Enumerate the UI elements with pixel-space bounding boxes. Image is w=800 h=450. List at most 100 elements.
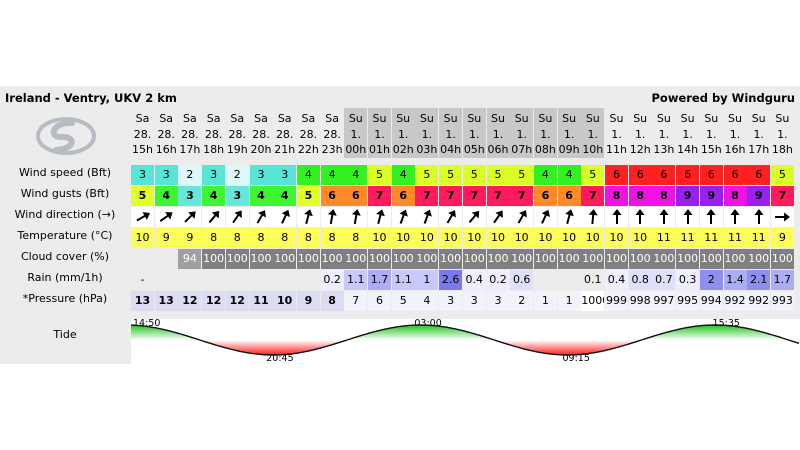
rain-cell: 0.4 (605, 270, 628, 290)
pressure-cell: 13 (154, 291, 178, 311)
wind-direction-arrow-icon (273, 207, 297, 227)
pressure-cell: 994 (699, 291, 723, 311)
rain-cell: 1.4 (723, 270, 747, 290)
wind-gusts-cell: 6 (557, 186, 581, 206)
temperature-cell: 10 (628, 228, 652, 248)
wind-gusts-cell: 6 (320, 186, 344, 206)
high-tide-time: 03:00 (414, 318, 442, 329)
header-day: Su (656, 112, 671, 125)
temperature-cell: 10 (486, 228, 510, 248)
temperature-cell: 10 (462, 228, 486, 248)
header-date: 1. (611, 127, 622, 141)
wind-speed-cell: 4 (391, 165, 415, 185)
low-tide-time: 09:15 (562, 353, 590, 364)
wind-speed-cell: 4 (320, 165, 344, 185)
header-hour: 00h (345, 143, 367, 156)
column-header: Su 1. 12h (629, 108, 652, 158)
pressure-cell: 2 (510, 291, 534, 311)
wind-speed-cell: 4 (557, 165, 581, 185)
wind-gusts-cell: 8 (723, 186, 747, 206)
wind-direction-arrow-icon (533, 207, 557, 227)
rain-cell (558, 270, 581, 290)
rain-cell (534, 270, 557, 290)
pressure-cell: 992 (723, 291, 747, 311)
pressure-cell: 8 (320, 291, 344, 311)
header-hour: 15h (132, 143, 153, 156)
wind-direction-arrow-icon (202, 207, 226, 227)
wind-direction-arrow-icon (676, 207, 700, 227)
temperature-cell: 10 (557, 228, 581, 248)
label-wind-speed: Wind speed (Bft) (19, 166, 111, 179)
wind-speed-cell: 4 (296, 165, 320, 185)
cloud-cover-cell: 100 (747, 249, 771, 269)
header-hour: 21h (274, 143, 296, 156)
header-hour: 08h (534, 143, 556, 156)
header-hour: 10h (582, 143, 604, 156)
header-hour: 03h (416, 143, 438, 156)
cloud-cover-cell: 100 (225, 249, 249, 269)
wind-gusts-cell: 8 (652, 186, 676, 206)
wind-direction-arrow-icon (368, 207, 391, 227)
temperature-cell: 11 (699, 228, 723, 248)
header-day: Su (538, 112, 553, 125)
header-day: Su (396, 112, 411, 125)
cloud-cover-cell: 100 (605, 249, 628, 269)
temperature-cell: 8 (202, 228, 226, 248)
wind-speed-cell: 4 (533, 165, 557, 185)
column-header: Sa 28. 20h (250, 108, 273, 158)
wind-gusts-cell: 4 (249, 186, 273, 206)
cloud-cover-cell: 100 (462, 249, 486, 269)
low-tide-area (131, 340, 800, 355)
label-rain: Rain (mm/1h) (27, 271, 103, 284)
header-hour: 11h (606, 143, 627, 156)
wind-direction-arrow-icon (391, 207, 415, 227)
temperature-cell: 10 (131, 228, 154, 248)
header-day: Sa (254, 112, 268, 125)
wind-speed-cell: 6 (676, 165, 700, 185)
wind-speed-cell: 3 (131, 165, 154, 185)
header-date: 1. (469, 127, 480, 141)
header-date: 1. (540, 127, 551, 141)
header-hour: 04h (440, 143, 462, 156)
header-date: 1. (729, 127, 741, 141)
wind-gusts-cell: 7 (486, 186, 510, 206)
cloud-cover-cell: 100 (510, 249, 534, 269)
wind-direction-arrow-icon (486, 207, 510, 227)
pressure-cell: 3 (439, 291, 463, 311)
wind-direction-arrow-icon (344, 207, 368, 227)
wind-gusts-cell: 6 (533, 186, 557, 206)
pressure-cell: 9 (296, 291, 320, 311)
header-hour: 05h (463, 143, 485, 156)
header-day: Sa (301, 112, 316, 125)
header-day: Su (491, 112, 505, 125)
header-hour: 23h (321, 143, 343, 156)
wind-gusts-cell: 5 (131, 186, 154, 206)
column-header: Su 1. 17h (747, 108, 770, 158)
temperature-cell: 11 (676, 228, 700, 248)
cloud-cover-cell: 100 (415, 249, 439, 269)
column-header: Sa 28. 16h (155, 108, 178, 158)
temperature-cell: 10 (368, 228, 391, 248)
header-day: Su (372, 112, 387, 125)
temperature-cell: 10 (533, 228, 557, 248)
header-date: 28. (323, 127, 341, 141)
header-day: Su (585, 112, 600, 125)
pressure-cell: 998 (628, 291, 652, 311)
pressure-cell: 999 (605, 291, 628, 311)
high-tide-time: 14:50 (133, 318, 161, 329)
wind-speed-cell: 3 (202, 165, 226, 185)
header-date: 1. (587, 127, 599, 141)
pressure-cell: 11 (249, 291, 273, 311)
column-header: Su 1. 00h (344, 108, 368, 158)
temperature-cell: 10 (439, 228, 463, 248)
wind-gusts-cell: 4 (273, 186, 297, 206)
column-header: Su 1. 15h (700, 108, 723, 158)
powered-by-link[interactable]: Powered by Windguru (651, 91, 795, 105)
rain-cell: 0.6 (510, 270, 534, 290)
header-day: Sa (230, 112, 245, 125)
rain-cell: 0.3 (676, 270, 700, 290)
cloud-cover-cell: 100 (533, 249, 557, 269)
forecast-title: Ireland - Ventry, UKV 2 km (5, 91, 177, 105)
wind-speed-cell: 6 (605, 165, 628, 185)
rain-cell: 0.1 (584, 273, 602, 286)
